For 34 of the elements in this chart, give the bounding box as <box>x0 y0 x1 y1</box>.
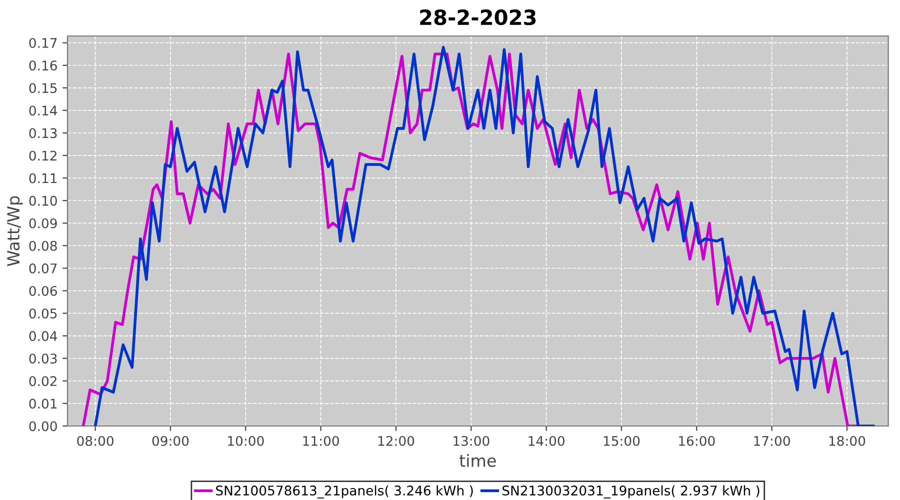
y-tick-label: 0.09 <box>29 218 57 228</box>
x-tick-label: 18:00 <box>829 436 866 446</box>
chart-title: 28-2-2023 <box>420 9 536 26</box>
x-tick-label: 08:00 <box>77 436 114 446</box>
y-tick-label: 0.01 <box>29 398 57 409</box>
x-axis-title: time <box>460 454 496 467</box>
x-tick-label: 17:00 <box>754 436 790 446</box>
legend-label: SN2100578613_21panels( 3.246 kWh ) <box>216 485 473 498</box>
y-tick-label: 0.17 <box>29 38 57 48</box>
y-tick-label: 0.03 <box>29 354 57 364</box>
y-tick-label: 0.11 <box>29 173 57 184</box>
y-tick-label: 0.02 <box>29 376 56 386</box>
x-tick-label: 16:00 <box>679 436 715 446</box>
x-tick-label: 09:00 <box>152 436 189 446</box>
y-tick-label: 0.05 <box>29 308 57 318</box>
y-tick-label: 0.15 <box>29 83 57 94</box>
x-tick-label: 14:00 <box>528 436 564 446</box>
y-tick-label: 0.07 <box>29 263 57 274</box>
x-tick-label: 13:00 <box>454 436 490 446</box>
y-tick-label: 0.13 <box>29 128 57 138</box>
y-tick-label: 0.12 <box>29 150 56 161</box>
y-tick-label: 0.06 <box>29 286 57 296</box>
x-tick-label: 12:00 <box>378 436 414 446</box>
y-tick-label: 0.08 <box>29 240 57 251</box>
y-tick-label: 0.10 <box>29 196 57 206</box>
y-tick-label: 0.14 <box>29 106 58 116</box>
y-tick-label: 0.00 <box>29 421 57 432</box>
y-tick-label: 0.04 <box>29 331 58 342</box>
y-axis-title: Watt/Wp <box>7 196 23 266</box>
x-tick-label: 15:00 <box>604 436 640 446</box>
x-tick-label: 10:00 <box>228 436 264 446</box>
x-tick-label: 11:00 <box>303 436 339 446</box>
y-tick-label: 0.16 <box>29 60 57 71</box>
legend-label: SN2130032031_19panels( 2.937 kWh ) <box>502 485 760 498</box>
